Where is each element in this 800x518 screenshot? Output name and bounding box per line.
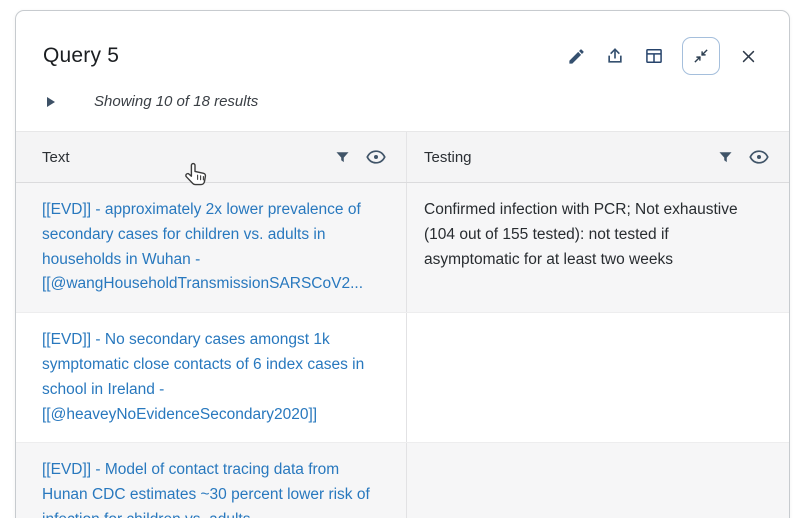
query-panel: Query 5	[15, 10, 790, 518]
column-label-testing: Testing	[424, 148, 472, 166]
collapse-view-button[interactable]	[682, 37, 720, 75]
filter-icon	[719, 151, 732, 162]
text-cell: [[EVD]] - approximately 2x lower prevale…	[16, 183, 406, 312]
result-link[interactable]: [[EVD]] - approximately 2x lower prevale…	[42, 201, 363, 293]
column-header-icons	[717, 149, 769, 166]
upload-icon	[608, 48, 622, 63]
column-header-icons	[334, 149, 386, 166]
filter-button-testing[interactable]	[717, 149, 734, 166]
table-row: [[EVD]] - Model of contact tracing data …	[16, 443, 789, 518]
panel-header: Query 5	[16, 11, 789, 75]
results-summary-row: Showing 10 of 18 results	[16, 93, 789, 110]
column-header-testing: Testing	[406, 132, 789, 182]
table-header-row: Text	[16, 131, 789, 183]
table-view-button[interactable]	[643, 45, 665, 67]
pencil-icon	[568, 48, 584, 64]
toolbar	[565, 37, 759, 75]
eye-icon	[366, 150, 386, 164]
filter-icon	[336, 151, 349, 162]
eye-icon	[749, 150, 769, 164]
visibility-button-text[interactable]	[366, 149, 386, 165]
table-row: [[EVD]] - No secondary cases amongst 1k …	[16, 313, 789, 444]
testing-cell	[406, 443, 789, 518]
disclosure-triangle-icon[interactable]	[46, 95, 56, 109]
filter-button-text[interactable]	[334, 149, 351, 166]
export-button[interactable]	[604, 45, 626, 67]
text-cell: [[EVD]] - Model of contact tracing data …	[16, 443, 406, 518]
visibility-button-testing[interactable]	[749, 149, 769, 165]
result-link[interactable]: [[EVD]] - No secondary cases amongst 1k …	[42, 331, 365, 423]
table-row: [[EVD]] - approximately 2x lower prevale…	[16, 183, 789, 314]
close-icon	[742, 50, 754, 62]
edit-button[interactable]	[565, 45, 587, 67]
results-table: Text	[16, 131, 789, 518]
testing-cell	[406, 313, 789, 443]
page-title: Query 5	[43, 44, 120, 67]
text-cell: [[EVD]] - No secondary cases amongst 1k …	[16, 313, 406, 442]
collapse-icon	[694, 49, 708, 63]
testing-cell: Confirmed infection with PCR; Not exhaus…	[406, 183, 789, 313]
result-link[interactable]: [[EVD]] - Model of contact tracing data …	[42, 461, 370, 518]
table-icon	[646, 49, 662, 63]
close-button[interactable]	[737, 45, 759, 67]
column-header-text: Text	[16, 132, 406, 182]
results-summary: Showing 10 of 18 results	[94, 93, 259, 110]
column-label-text: Text	[42, 148, 70, 166]
